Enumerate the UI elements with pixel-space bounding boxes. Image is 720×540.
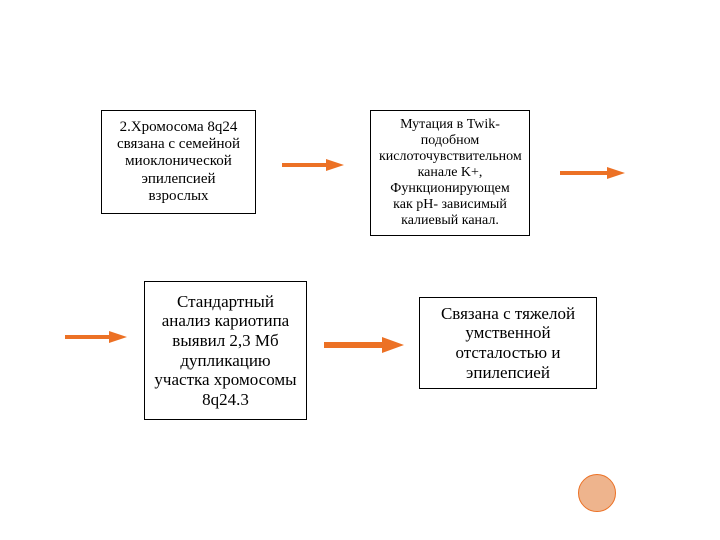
- node-n4-label: Связана с тяжелой умственной отсталостью…: [428, 304, 588, 382]
- node-n1: 2.Хромосома 8q24 связана с семейной миок…: [101, 110, 256, 214]
- arrow-e4: [324, 335, 404, 355]
- node-n1-label: 2.Хромосома 8q24 связана с семейной миок…: [110, 119, 247, 205]
- slide-dot-icon: [578, 474, 616, 512]
- node-n4: Связана с тяжелой умственной отсталостью…: [419, 297, 597, 389]
- diagram-stage: 2.Хромосома 8q24 связана с семейной миок…: [0, 0, 720, 540]
- arrow-e2: [560, 165, 625, 181]
- arrow-e3: [65, 329, 127, 345]
- node-n3: Стандартный анализ кариотипа выявил 2,3 …: [144, 281, 307, 420]
- node-n2-label: Мутация в Twik-подобном кислоточувствите…: [379, 117, 521, 230]
- arrow-e1: [282, 157, 344, 173]
- node-n2: Мутация в Twik-подобном кислоточувствите…: [370, 110, 530, 236]
- node-n3-label: Стандартный анализ кариотипа выявил 2,3 …: [153, 292, 298, 409]
